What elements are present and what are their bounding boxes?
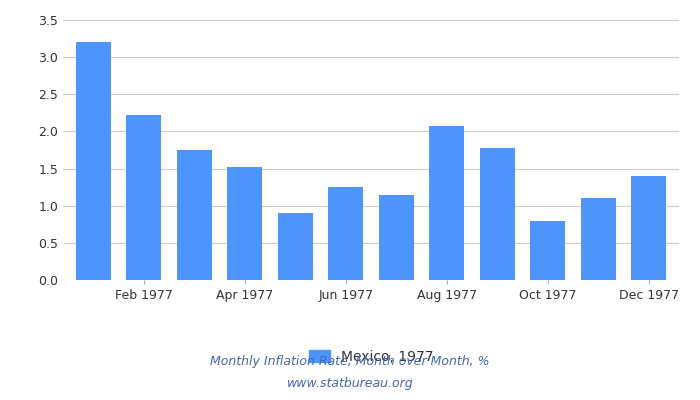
Bar [76,42,111,280]
Bar [530,221,566,280]
Bar [379,194,414,280]
Bar [278,213,313,280]
Bar [429,126,464,280]
Bar [631,176,666,280]
Bar [176,150,212,280]
Bar [227,167,262,280]
Bar [480,148,515,280]
Bar [126,115,162,280]
Bar [580,198,616,280]
Legend: Mexico, 1977: Mexico, 1977 [303,344,439,369]
Bar [328,187,363,280]
Text: www.statbureau.org: www.statbureau.org [287,378,413,390]
Text: Monthly Inflation Rate, Month over Month, %: Monthly Inflation Rate, Month over Month… [210,356,490,368]
